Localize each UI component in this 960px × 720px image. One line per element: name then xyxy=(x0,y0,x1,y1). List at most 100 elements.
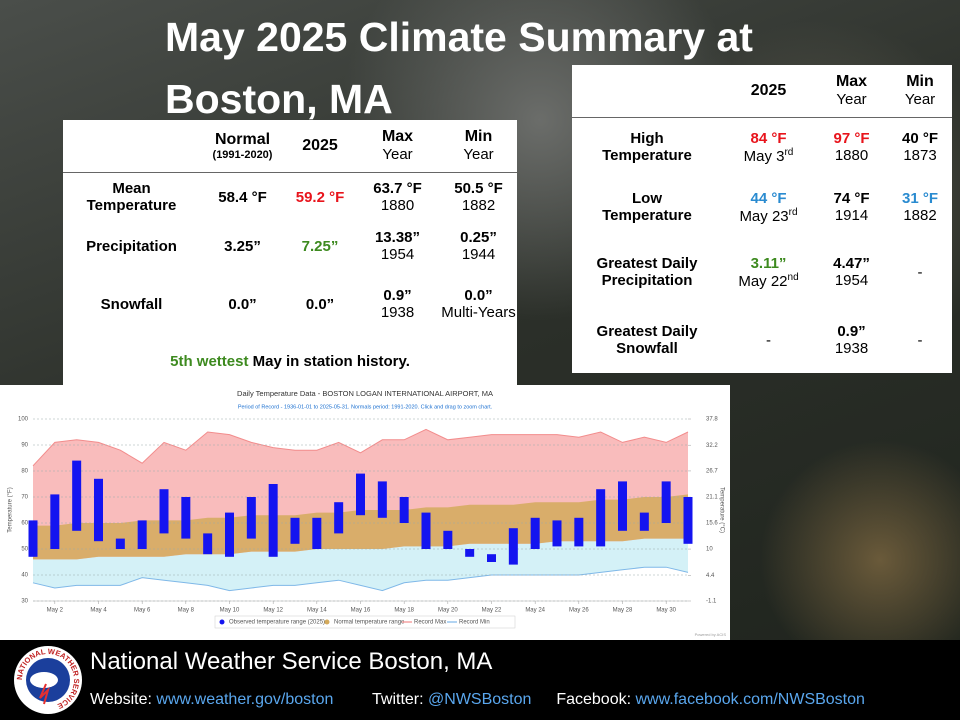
x-tick-label: May 6 xyxy=(134,608,151,614)
column-label: Min xyxy=(464,128,493,146)
cell: 3.11” May 22nd xyxy=(722,237,815,307)
note: 5th wettest May in station history. xyxy=(63,338,517,385)
row-label-text: Precipitation xyxy=(86,237,177,255)
daily-table: 2025 Max Year Min Year High Temperature 84 °F M… xyxy=(572,65,952,373)
cell-value: 84 °F xyxy=(750,129,787,147)
cell-sub-text: Multi-Years xyxy=(441,304,516,321)
cell: 84 °F May 3rd xyxy=(722,117,815,177)
legend-symbol xyxy=(219,619,225,625)
bar xyxy=(552,520,562,547)
links: Website: www.weather.gov/boston Twitter:… xyxy=(90,691,865,709)
cell-sub-text: May 22 xyxy=(738,272,788,290)
cell-value: 0.0” xyxy=(464,287,493,304)
y-tick-label: 80 xyxy=(21,469,28,475)
cell-sub: 1880 xyxy=(355,197,440,214)
row: Precipitation 3.25” 7.25” 13.38” 1954 0.25” 19… xyxy=(63,222,517,270)
cell: 0.0” xyxy=(200,270,285,338)
x-tick-label: May 14 xyxy=(307,608,327,614)
cell-value: 7.25” xyxy=(301,237,339,255)
header-row: 2025 Max Year Min Year xyxy=(572,65,952,118)
row: Greatest Daily Snowfall - 0.9” 1938 - xyxy=(572,307,952,373)
title: May 2025 Climate Summary at Boston, MA xyxy=(165,14,753,122)
column-label: Max xyxy=(381,128,414,146)
cell-value: 50.5 °F xyxy=(454,180,503,198)
cell-value: 31 °F xyxy=(901,190,938,207)
bar xyxy=(487,554,496,562)
y2-tick-label: 21.1 xyxy=(706,495,718,501)
row-label: Low Temperature xyxy=(572,177,722,237)
y-tick-label: 100 xyxy=(18,417,29,423)
row-label: Precipitation xyxy=(63,222,200,270)
x-tick-label: May 28 xyxy=(613,608,633,614)
cell-value: 4.47” xyxy=(833,255,870,272)
cell: 0.0” xyxy=(285,270,355,338)
y2-axis-label: Temperature (°C) xyxy=(718,487,724,533)
record-max-line xyxy=(32,428,689,467)
cell: 97 °F 1880 xyxy=(815,117,888,177)
bar xyxy=(683,497,693,544)
cell-value: 0.0” xyxy=(228,295,257,313)
x-tick-label: May 30 xyxy=(656,608,676,614)
y-axis-label: Temperature (°F) xyxy=(8,487,14,532)
cell-sub-text: 1944 xyxy=(461,246,496,263)
cell: 59.2 °F xyxy=(285,172,355,222)
bar xyxy=(661,481,671,523)
y-tick-label: 40 xyxy=(21,573,28,579)
x-tick-label: May 4 xyxy=(90,608,107,614)
column-label: 2025 xyxy=(302,136,338,154)
monthly-table: Normal (1991-2020) 2025 Max Year Min Year Mean … xyxy=(63,120,517,385)
cell-value: - xyxy=(917,331,923,349)
cell: 0.9” 1938 xyxy=(355,270,440,338)
column-header: 2025 xyxy=(722,65,815,118)
column-sub: (1991-2020) xyxy=(212,148,273,161)
twitter-label: Twitter: xyxy=(372,691,424,708)
cell-value: 59.2 °F xyxy=(295,188,345,206)
y-tick-label: 30 xyxy=(21,599,28,605)
bar xyxy=(28,520,38,557)
cell: 44 °F May 23rd xyxy=(722,177,815,237)
row-label-text: Low Temperature xyxy=(602,190,692,224)
cell-value: 40 °F xyxy=(901,130,938,148)
footer: NATIONAL WEATHER SERVICE National Weathe… xyxy=(0,640,960,720)
x-tick-label: May 2 xyxy=(47,608,64,614)
legend-symbol xyxy=(324,619,330,625)
legend-label: Normal temperature range xyxy=(334,620,405,626)
cell-sub: 1880 xyxy=(815,147,888,164)
row: Greatest Daily Precipitation 3.11” May 22n… xyxy=(572,237,952,307)
x-tick-label: May 8 xyxy=(178,608,195,614)
x-tick-label: May 22 xyxy=(482,608,502,614)
row-label-text: Greatest Daily Snowfall xyxy=(596,323,698,357)
column-label: Normal xyxy=(214,130,271,148)
cell: 0.0” Multi-Years xyxy=(440,270,517,338)
facebook[interactable]: www.facebook.com/NWSBoston xyxy=(635,691,865,708)
cell-sup: nd xyxy=(787,271,799,283)
cell-sub-text: 1938 xyxy=(834,340,869,357)
website[interactable]: www.weather.gov/boston xyxy=(156,691,334,708)
column-header: Max Year xyxy=(815,65,888,118)
cell: 0.9” 1938 xyxy=(815,307,888,373)
cell-sub-text: 1954 xyxy=(380,246,415,263)
bar xyxy=(574,517,584,547)
cell-sub-text: 1954 xyxy=(834,272,869,289)
bar xyxy=(618,481,627,531)
legend-label: Observed temperature range (2025) xyxy=(229,620,325,626)
cell-sub-text: 1880 xyxy=(834,147,869,165)
row-label-text: Mean Temperature xyxy=(86,180,177,215)
row-label: High Temperature xyxy=(572,117,722,177)
bar xyxy=(94,478,103,542)
cell-sub-text: May 23 xyxy=(739,207,789,225)
cell-sup: rd xyxy=(788,206,798,218)
logo-bolt xyxy=(39,683,51,705)
twitter[interactable]: @NWSBoston xyxy=(428,691,532,708)
legend-box xyxy=(214,615,516,629)
legend-label: Record Min xyxy=(459,620,490,626)
cell-sub: 1882 xyxy=(440,197,517,214)
row: High Temperature 84 °F May 3rd 97 °F 1880 40 … xyxy=(572,117,952,177)
column-sub: Year xyxy=(382,146,413,164)
y-tick-label: 90 xyxy=(21,443,28,449)
cell-value: 13.38” xyxy=(374,229,421,246)
cell-value: - xyxy=(766,331,771,349)
bar xyxy=(159,489,169,534)
x-tick-label: May 18 xyxy=(394,608,414,614)
